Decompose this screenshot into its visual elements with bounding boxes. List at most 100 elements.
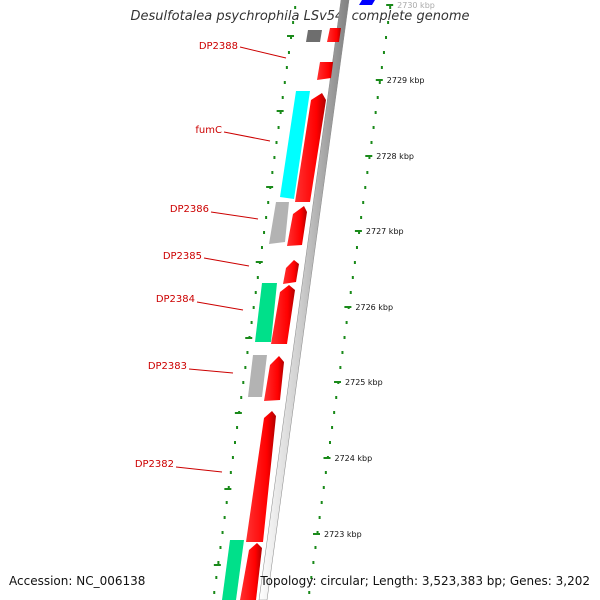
ruler-dot [385, 36, 388, 39]
gene-feature-forward [246, 411, 276, 542]
reverse-strand-features [222, 0, 375, 600]
scale-ticks: 2730 kbp 2729 kbp 2728 kbp 2727 kbp 2726 kbp… [213, 1, 435, 566]
gene-feature-forward [271, 285, 295, 344]
ruler-dot [277, 126, 280, 129]
map-title: Desulfotalea psychrophila LSv54, complet… [130, 9, 470, 24]
ruler-dot [287, 51, 290, 54]
gene-feature-forward [287, 206, 307, 246]
ruler-dot [256, 276, 259, 279]
ruler-dot [242, 381, 245, 384]
ruler-dot [389, 6, 392, 9]
ruler-dot [316, 531, 319, 534]
gene-feature-reverse [306, 30, 322, 42]
ruler-dot [333, 411, 336, 414]
gene-feature-reverse [222, 540, 244, 600]
ruler-dot [382, 51, 385, 54]
kbp-tick-label: 2730 kbp [397, 1, 435, 10]
kbp-tick-label: 2726 kbp [355, 303, 393, 312]
kbp-tick-label: 2729 kbp [387, 76, 425, 85]
ruler-dot [366, 171, 369, 174]
ruler-dot [370, 141, 373, 144]
kbp-tick-label: 2723 kbp [324, 530, 362, 539]
kbp-tick-label: 2725 kbp [345, 378, 383, 387]
ruler-dot [221, 531, 224, 534]
forward-strand-features [240, 28, 341, 600]
ruler-dot [229, 471, 232, 474]
ruler-dot [246, 351, 249, 354]
ruler-dot [231, 456, 234, 459]
gene-feature-reverse [280, 91, 310, 199]
ruler-dot [343, 336, 346, 339]
ruler-dot [387, 21, 390, 24]
ruler-dot [368, 156, 371, 159]
gene-leader-line [210, 211, 259, 220]
ruler-dot [260, 246, 263, 249]
gene-feature-reverse [248, 355, 267, 397]
genome-backbone [258, 0, 350, 600]
gene-label: DP2383 [148, 361, 187, 372]
ruler-dot [294, 6, 297, 9]
ruler-dot [345, 321, 348, 324]
gene-leader-line [196, 301, 244, 311]
ruler-dot [285, 66, 288, 69]
ruler-dot [275, 141, 278, 144]
ruler-dot [254, 291, 257, 294]
gene-label: DP2384 [156, 294, 195, 305]
gene-feature-forward [327, 28, 341, 42]
ruler-dot [271, 171, 274, 174]
ruler-dot [308, 591, 311, 594]
gene-leader-line [223, 131, 271, 142]
ruler-dot [225, 501, 228, 504]
ruler-dot [279, 111, 282, 114]
kbp-tick-label: 2727 kbp [366, 227, 404, 236]
ruler-dot [273, 156, 276, 159]
gene-label: fumC [195, 125, 222, 136]
ruler-dot [335, 396, 338, 399]
ruler-dot [236, 426, 239, 429]
ruler-dot [213, 591, 216, 594]
ruler-dot [223, 516, 226, 519]
ruler-dot [314, 546, 317, 549]
gene-label: DP2386 [170, 204, 209, 215]
ruler-dot [339, 366, 342, 369]
gene-feature-forward [240, 543, 262, 600]
ruler-dot [353, 261, 356, 264]
gene-feature-forward [317, 55, 334, 80]
genome-summary-text: Topology: circular; Length: 3,523,383 bp… [260, 574, 590, 588]
ruler-dot [364, 186, 367, 189]
ruler-dot [378, 81, 381, 84]
ruler-dot [331, 426, 334, 429]
ruler-dot [217, 561, 220, 564]
ruler-dot [244, 366, 247, 369]
ruler-dot [263, 231, 266, 234]
ruler-dot [362, 201, 365, 204]
ruler-dot [240, 396, 243, 399]
gene-labels: DP2388 fumC DP2386 DP2385 DP2384 DP2383 DP2382 [135, 41, 287, 473]
ruler-dot [233, 441, 236, 444]
accession-text: Accession: NC_006138 [9, 574, 146, 588]
ruler-dot [219, 546, 222, 549]
ruler-dot [358, 231, 361, 234]
ruler-dot [292, 21, 295, 24]
ruler-dot [290, 36, 293, 39]
gene-feature-reverse [255, 283, 277, 342]
ruler-dot [265, 216, 268, 219]
ruler-dot [281, 96, 284, 99]
gene-label: DP2385 [163, 251, 202, 262]
ruler-dot [380, 66, 383, 69]
ruler-dot [372, 126, 375, 129]
ruler-dot [318, 516, 321, 519]
ruler-dot [349, 291, 352, 294]
ruler-dot [312, 561, 315, 564]
ruler-dot [250, 321, 253, 324]
ruler-dot [215, 576, 218, 579]
ruler-dot [360, 216, 363, 219]
gene-label: DP2382 [135, 459, 174, 470]
gene-leader-line [203, 257, 250, 267]
ruler-dot [310, 576, 313, 579]
gene-label: DP2388 [199, 41, 238, 52]
ruler-dot [341, 351, 344, 354]
ruler-dot [374, 111, 377, 114]
ruler-dot [328, 441, 331, 444]
